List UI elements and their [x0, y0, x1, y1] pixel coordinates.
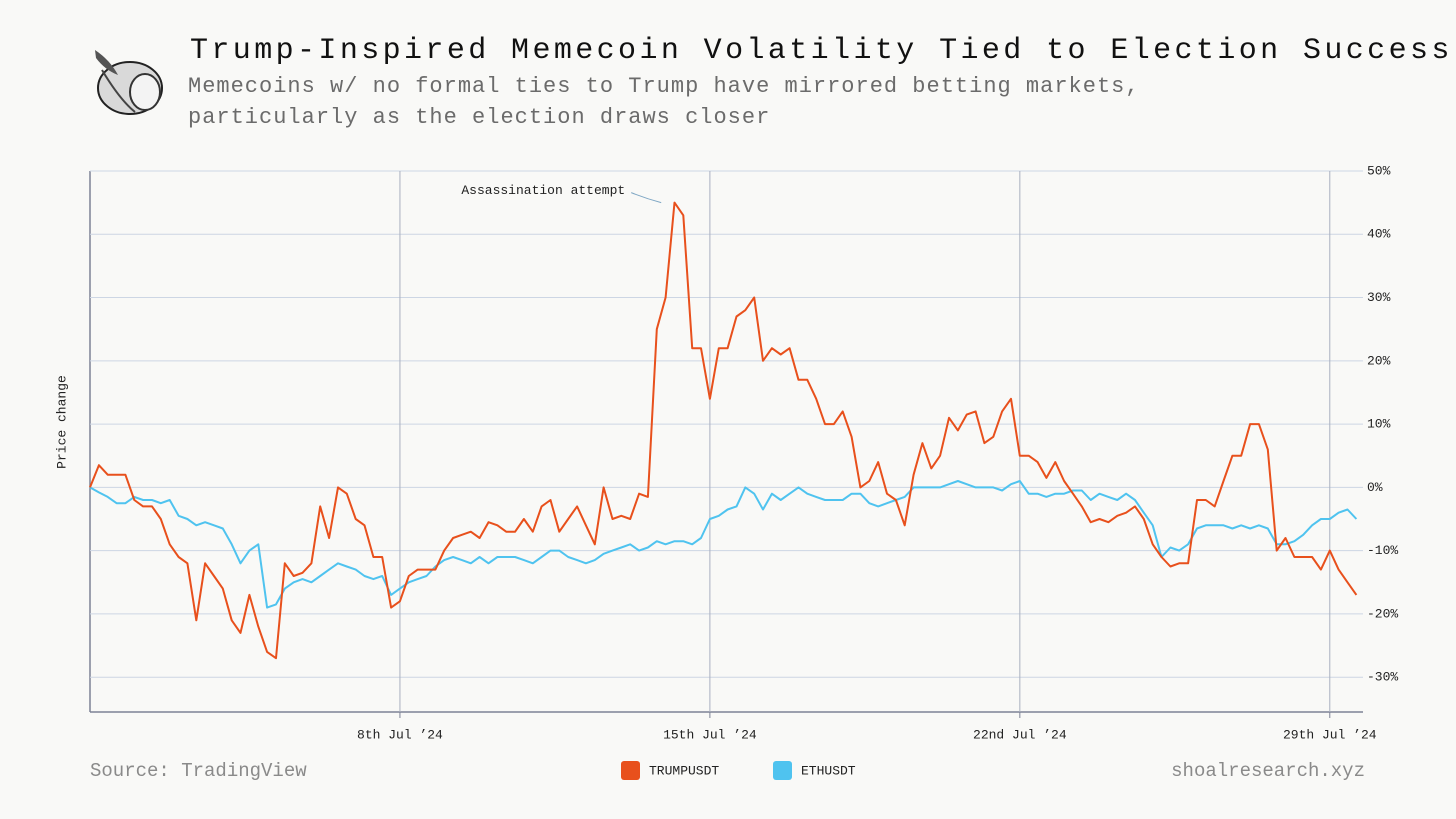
- x-tick-label: 29th Jul ’24: [1283, 727, 1377, 742]
- annotation-arrow: [631, 192, 662, 204]
- line-series: [89, 480, 1358, 609]
- y-tick-label: 30%: [1367, 290, 1391, 305]
- y-tick-label: -30%: [1367, 670, 1398, 685]
- y-tick-label: 0%: [1367, 480, 1383, 495]
- y-tick-label: 50%: [1367, 163, 1391, 178]
- title: Trump-Inspired Memecoin Volatility Tied …: [190, 34, 1456, 68]
- subtitle: Memecoins w/ no formal ties to Trump hav…: [188, 74, 1140, 130]
- logo: [95, 50, 163, 115]
- x-tick-label: 15th Jul ’24: [663, 727, 757, 742]
- legend-swatch: [621, 761, 640, 780]
- annotation: Assassination attempt: [461, 183, 625, 198]
- x-tick-label: 8th Jul ’24: [357, 727, 443, 742]
- y-tick-label: 10%: [1367, 417, 1391, 432]
- site: shoalresearch.xyz: [1171, 760, 1365, 782]
- x-tick-label: 22nd Jul ’24: [973, 727, 1067, 742]
- y-axis-label: Price change: [54, 375, 69, 469]
- y-tick-label: -20%: [1367, 606, 1398, 621]
- legend-label: ETHUSDT: [801, 763, 856, 778]
- legend-swatch: [773, 761, 792, 780]
- source: Source: TradingView: [90, 760, 307, 782]
- y-tick-label: 40%: [1367, 227, 1391, 242]
- line-series: [89, 201, 1358, 660]
- y-tick-label: -10%: [1367, 543, 1398, 558]
- y-tick-label: 20%: [1367, 353, 1391, 368]
- legend-label: TRUMPUSDT: [649, 763, 719, 778]
